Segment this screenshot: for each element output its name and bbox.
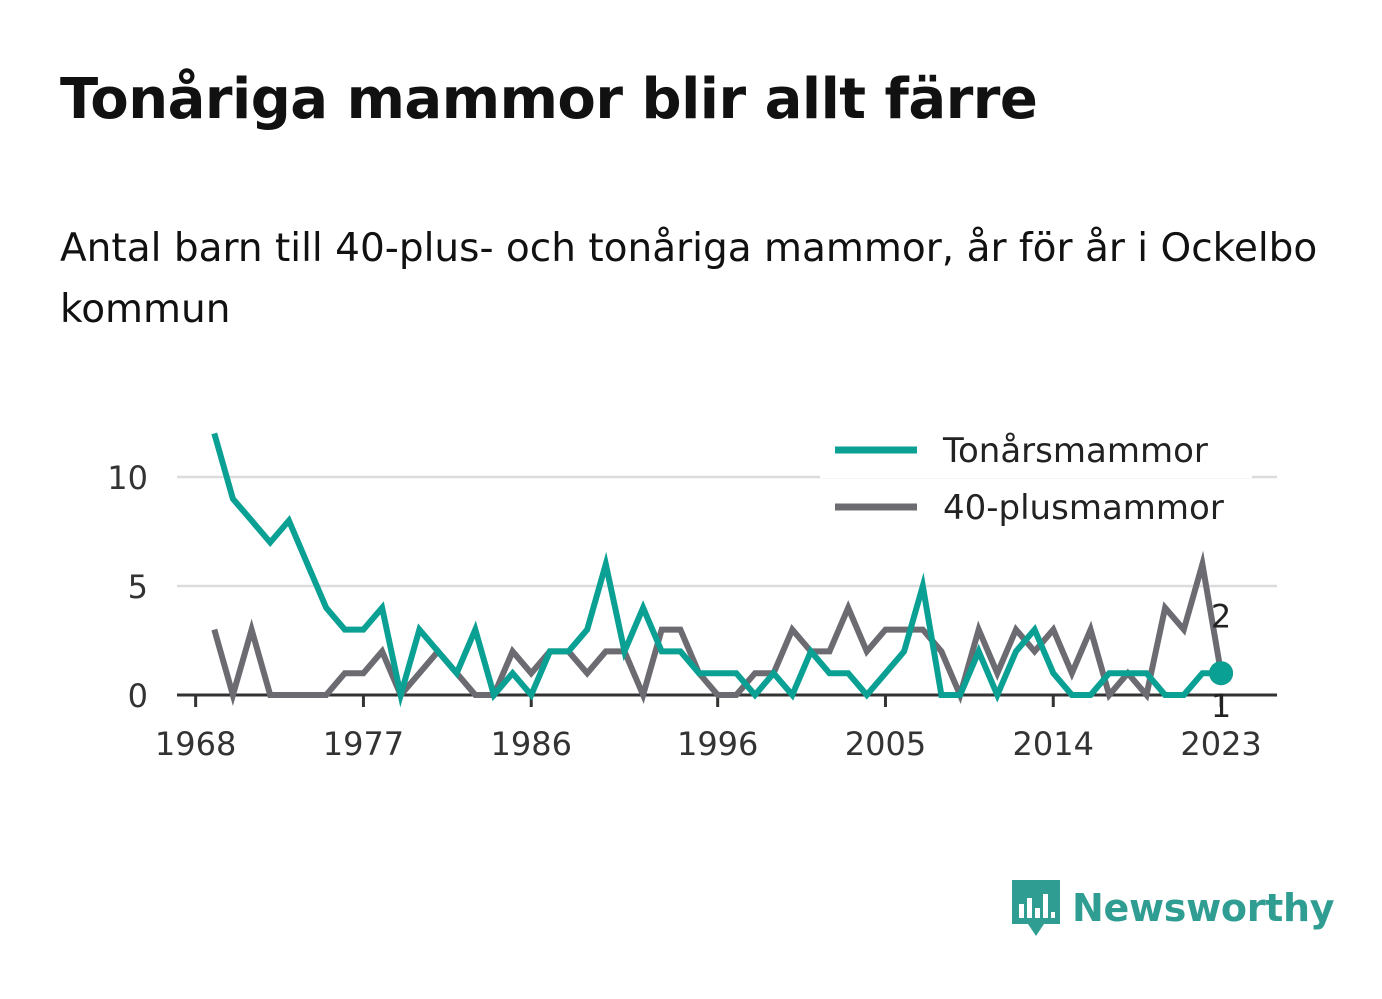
end-point-tonarsmammor (1209, 661, 1234, 686)
newsworthy-logo-icon (1012, 880, 1060, 936)
end-label-40-plusmammor: 2 (1211, 597, 1231, 635)
x-tick-label-1996: 1996 (677, 725, 758, 763)
series-line-40-plusmammor (211, 550, 1225, 706)
legend: Tonårsmammor 40-plusmammor (820, 420, 1252, 528)
x-tick-label-2014: 2014 (1013, 725, 1094, 763)
y-tick-label-0: 0 (128, 677, 148, 715)
x-tick-label-2005: 2005 (845, 725, 926, 763)
y-tick-label-10: 10 (107, 459, 148, 497)
legend-label-tonarsmammor: Tonårsmammor (942, 431, 1208, 471)
y-axis-labels: 0 5 10 (107, 459, 148, 715)
end-markers: 21 (1209, 597, 1234, 725)
x-tick-label-1986: 1986 (491, 725, 572, 763)
series-line-tonarsmammor (211, 432, 1222, 708)
x-tick-label-2023: 2023 (1180, 725, 1261, 763)
brand-name: Newsworthy (1072, 886, 1335, 930)
legend-label-40-plusmammor: 40-plusmammor (943, 488, 1224, 528)
series-lines (211, 432, 1225, 708)
x-tick-label-1968: 1968 (155, 725, 236, 763)
chart-title: Tonåriga mammor blir allt färre (60, 67, 1038, 132)
end-label-tonarsmammor: 1 (1211, 687, 1231, 725)
chart-subtitle: Antal barn till 40-plus- och tonåriga ma… (60, 226, 1318, 332)
x-axis: 1968 1977 1986 1996 2005 2014 2023 (155, 693, 1277, 763)
y-tick-label-5: 5 (128, 568, 148, 606)
x-tick-label-1977: 1977 (323, 725, 404, 763)
brand-logo: Newsworthy (1010, 878, 1335, 938)
